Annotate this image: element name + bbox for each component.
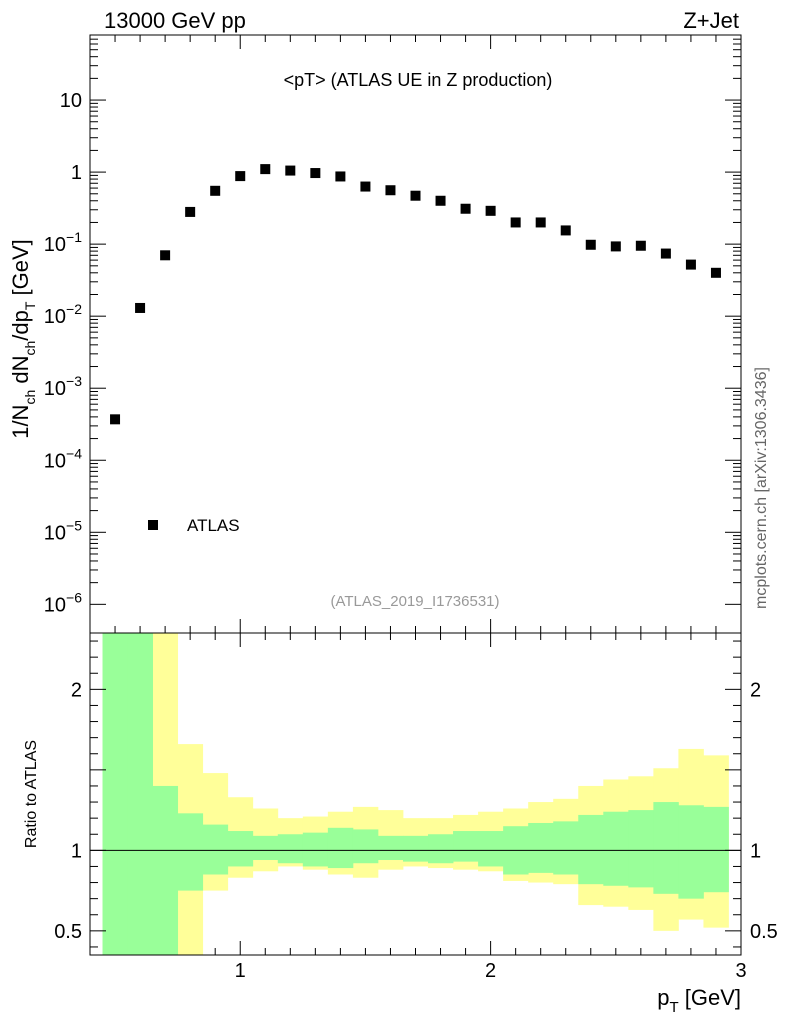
data-point bbox=[585, 239, 596, 250]
top-y-tick-label: 10−1 bbox=[44, 229, 82, 256]
data-point bbox=[185, 206, 196, 217]
x-tick-labels: 1 2 3 bbox=[235, 960, 747, 982]
top-y-tick-label: 10−4 bbox=[44, 445, 82, 472]
top-y-tick-label: 10−2 bbox=[44, 301, 82, 328]
stat-band-bin bbox=[703, 806, 729, 893]
data-point bbox=[710, 267, 721, 278]
stat-band-bin bbox=[453, 831, 479, 862]
stat-band-bin bbox=[152, 785, 179, 955]
top-y-tick-label: 10−6 bbox=[44, 589, 82, 616]
stat-band-bin bbox=[202, 824, 229, 875]
header-right: Z+Jet bbox=[683, 8, 739, 33]
ratio-axis-ticks bbox=[90, 640, 741, 948]
x-tick-label: 3 bbox=[735, 960, 746, 982]
data-point bbox=[160, 250, 171, 261]
data-point bbox=[535, 217, 546, 228]
stat-band-bin bbox=[653, 802, 679, 894]
stat-band-bin bbox=[302, 832, 329, 867]
ratio-y-tick-label-right: 0.5 bbox=[750, 921, 778, 943]
ratio-y-tick-label-left: 1 bbox=[71, 840, 82, 862]
ratio-y-tick-label-right: 1 bbox=[750, 840, 761, 862]
x-tick-label: 2 bbox=[485, 960, 496, 982]
stat-band-bin bbox=[478, 831, 504, 867]
data-point bbox=[410, 190, 421, 201]
data-point bbox=[635, 240, 646, 251]
data-point bbox=[385, 185, 396, 196]
x-tick-label: 1 bbox=[235, 960, 246, 982]
data-point bbox=[360, 181, 371, 192]
data-point bbox=[235, 171, 246, 182]
data-point bbox=[310, 168, 321, 179]
x-axis-label: pT [GeV] bbox=[657, 985, 741, 1016]
ratio-y-axis-label: Ratio to ATLAS bbox=[23, 740, 40, 848]
syst-band bbox=[102, 633, 729, 955]
data-point bbox=[510, 217, 521, 228]
data-point bbox=[560, 225, 571, 236]
stat-band-bin bbox=[553, 821, 579, 875]
stat-band-bin bbox=[327, 827, 354, 869]
ratio-y-tick-labels: 2 2 1 1 0.5 0.5 bbox=[54, 679, 778, 943]
ratio-panel: 2 2 1 1 0.5 0.5 1 2 3 Ratio to ATLAS pT [GeV] bbox=[23, 632, 778, 1016]
top-y-tick-label: 1 bbox=[71, 162, 82, 184]
stat-band-bin bbox=[402, 835, 429, 862]
ratio-y-tick-label-left: 2 bbox=[71, 679, 82, 701]
stat-band-bin bbox=[352, 829, 379, 864]
top-y-tick-label: 10−5 bbox=[44, 517, 82, 544]
atlas-points bbox=[110, 164, 721, 425]
stat-band-bin bbox=[428, 834, 454, 864]
stat-band-bin bbox=[127, 633, 153, 955]
data-point bbox=[685, 259, 696, 270]
data-point bbox=[435, 195, 446, 206]
data-point bbox=[285, 165, 296, 176]
data-point bbox=[210, 185, 221, 196]
legend-label: ATLAS bbox=[187, 516, 240, 535]
stat-band-bin bbox=[628, 810, 654, 888]
stat-band-bin bbox=[252, 835, 279, 861]
stat-band-bin bbox=[377, 835, 404, 861]
analysis-id: (ATLAS_2019_I1736531) bbox=[330, 593, 499, 610]
side-label: mcplots.cern.ch [arXiv:1306.3436] bbox=[753, 367, 770, 609]
data-point bbox=[460, 203, 471, 214]
stat-band-bin bbox=[578, 814, 604, 885]
top-y-axis-label: 1/Nch dNch/dpT [GeV] bbox=[8, 239, 38, 439]
data-point bbox=[135, 302, 146, 313]
ratio-y-tick-label-left: 0.5 bbox=[54, 921, 82, 943]
stat-band-bin bbox=[603, 811, 629, 886]
top-frame bbox=[89, 34, 742, 634]
data-point bbox=[485, 205, 496, 216]
data-point bbox=[610, 241, 621, 252]
header-left: 13000 GeV pp bbox=[104, 8, 246, 33]
data-point bbox=[660, 248, 671, 259]
top-title: <pT> (ATLAS UE in Z production) bbox=[284, 70, 553, 90]
ratio-y-tick-label-right: 2 bbox=[750, 679, 761, 701]
data-point bbox=[335, 171, 346, 182]
stat-band-bin bbox=[227, 831, 254, 867]
top-y-tick-label: 10−3 bbox=[44, 373, 82, 400]
stat-band-bin bbox=[528, 822, 554, 873]
top-y-tick-label: 10 bbox=[60, 90, 82, 112]
top-y-tick-labels: 10 1 10−1 10−2 10−3 10−4 10−5 10−6 bbox=[44, 90, 82, 616]
data-point bbox=[110, 414, 121, 425]
legend-marker bbox=[148, 520, 158, 530]
stat-band-bin bbox=[177, 813, 204, 891]
ratio-frame bbox=[89, 632, 742, 956]
data-point bbox=[260, 164, 271, 175]
stat-band-bin bbox=[277, 834, 304, 864]
stat-band-bin bbox=[102, 633, 128, 955]
stat-band-bin bbox=[678, 805, 704, 899]
stat-band bbox=[102, 633, 729, 955]
